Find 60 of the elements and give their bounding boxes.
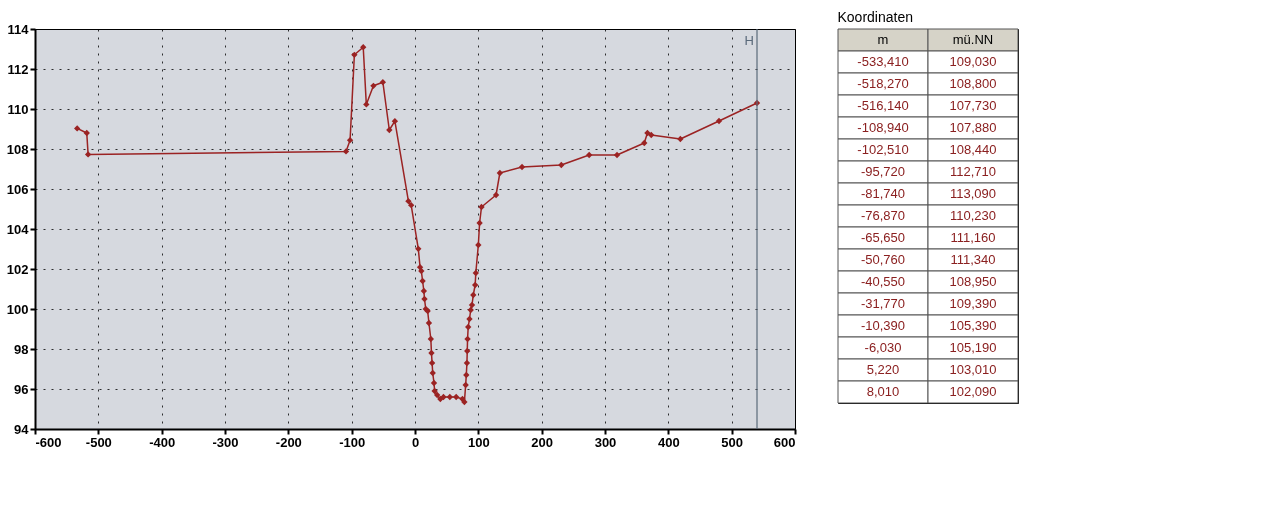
y-tick-label: 100 <box>6 301 29 317</box>
text: -108,940 <box>857 120 909 135</box>
y-tick-label: 114 <box>7 21 30 37</box>
text: -516,140 <box>857 98 909 113</box>
text: -65,650 <box>860 230 906 245</box>
y-tick-label: 102 <box>6 261 29 277</box>
text: 105,390 <box>949 318 997 333</box>
y-tick-label: 96 <box>14 381 29 397</box>
x-tick-label: -400 <box>149 434 176 450</box>
text: 108,440 <box>949 142 997 157</box>
x-tick-label: -500 <box>85 434 112 450</box>
y-tick-label: 104 <box>6 221 30 237</box>
text: Koordinaten <box>837 8 914 25</box>
text: -518,270 <box>857 76 909 91</box>
text: 105,190 <box>949 340 997 355</box>
text: 108,800 <box>949 76 997 91</box>
text: -81,740 <box>860 186 906 201</box>
text: 111,160 <box>950 230 996 245</box>
text: 103,010 <box>949 362 997 377</box>
x-tick-label: 200 <box>531 434 554 450</box>
text: 112,710 <box>949 164 997 179</box>
text: 108,950 <box>949 274 997 289</box>
x-tick-label: -100 <box>339 434 366 450</box>
text: -10,390 <box>860 318 906 333</box>
text: 109,390 <box>949 296 997 311</box>
text: -533,410 <box>857 54 909 69</box>
x-tick-label: 0 <box>411 434 420 450</box>
text: -102,510 <box>857 142 909 157</box>
text: 107,880 <box>949 120 997 135</box>
text: -6,030 <box>864 340 902 355</box>
x-tick-label: 500 <box>721 434 744 450</box>
text: m <box>877 32 889 47</box>
text: 107,730 <box>949 98 997 113</box>
x-tick-label: -600 <box>35 434 62 450</box>
y-tick-label: 106 <box>6 181 29 197</box>
y-tick-label: 112 <box>7 61 29 77</box>
x-tick-label: 600 <box>773 434 796 450</box>
text: -95,720 <box>860 164 906 179</box>
text: 102,090 <box>949 384 997 399</box>
x-tick-label: 100 <box>467 434 490 450</box>
x-tick-label: 300 <box>594 434 617 450</box>
text: 110,230 <box>949 208 997 223</box>
text: 8,010 <box>866 384 900 399</box>
text: mü.NN <box>952 32 994 47</box>
y-tick-label: 98 <box>14 341 29 357</box>
text: -50,760 <box>860 252 906 267</box>
y-tick-label: 110 <box>7 101 29 117</box>
text: -40,550 <box>860 274 906 289</box>
y-tick-label: 94 <box>14 421 30 437</box>
text: -76,870 <box>860 208 906 223</box>
text: 109,030 <box>949 54 997 69</box>
x-tick-label: -200 <box>275 434 302 450</box>
y-tick-label: 108 <box>6 141 29 157</box>
x-tick-label: 400 <box>657 434 680 450</box>
ref-line-label: H <box>744 33 754 48</box>
x-tick-label: -300 <box>212 434 239 450</box>
text: 111,340 <box>950 252 996 267</box>
text: -31,770 <box>860 296 906 311</box>
text: 113,090 <box>949 186 997 201</box>
text: 5,220 <box>866 362 900 377</box>
